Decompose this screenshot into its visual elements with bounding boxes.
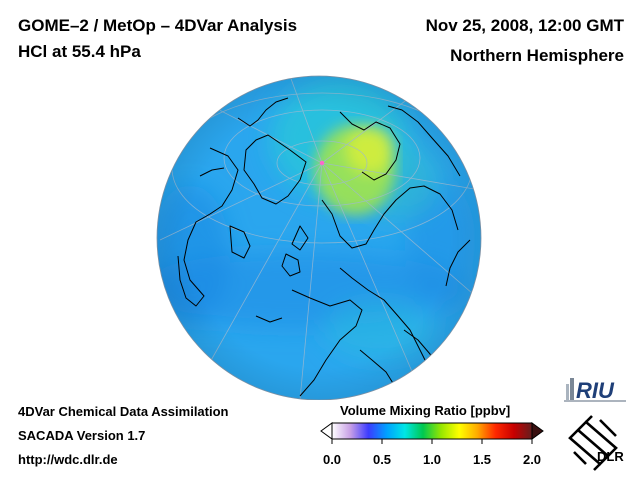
footer-url[interactable]: http://wdc.dlr.de <box>18 452 118 467</box>
colorbar-tick-label: 1.0 <box>422 452 442 467</box>
colorbar-label: Volume Mixing Ratio [ppbv] <box>340 403 511 418</box>
colorbar-over-arrow <box>531 422 544 440</box>
footer-line-1: 4DVar Chemical Data Assimilation <box>18 404 229 419</box>
north-pole-marker <box>319 160 325 166</box>
svg-text:RIU: RIU <box>576 378 615 403</box>
map-date: Nov 25, 2008, 12:00 GMT <box>425 16 624 35</box>
dlr-logo <box>568 415 618 471</box>
map-subtitle: HCl at 55.4 hPa <box>18 42 141 61</box>
globe-map <box>156 75 482 400</box>
map-title: GOME–2 / MetOp – 4DVar Analysis <box>18 16 298 35</box>
map-region: Northern Hemisphere <box>450 46 624 65</box>
colorbar-ramp <box>331 422 533 440</box>
riu-logo: RIU <box>564 378 626 403</box>
colorbar <box>320 422 544 444</box>
dlr-logo-text: DLR <box>597 449 624 464</box>
footer-line-2: SACADA Version 1.7 <box>18 428 146 443</box>
colorbar-tick-label: 0.5 <box>372 452 392 467</box>
logos: RIU <box>564 378 626 471</box>
colorbar-tick-label: 1.5 <box>472 452 492 467</box>
colorbar-tick-label: 0.0 <box>322 452 342 467</box>
colorbar-tick-label: 2.0 <box>522 452 542 467</box>
colorbar-under-arrow <box>320 422 333 440</box>
